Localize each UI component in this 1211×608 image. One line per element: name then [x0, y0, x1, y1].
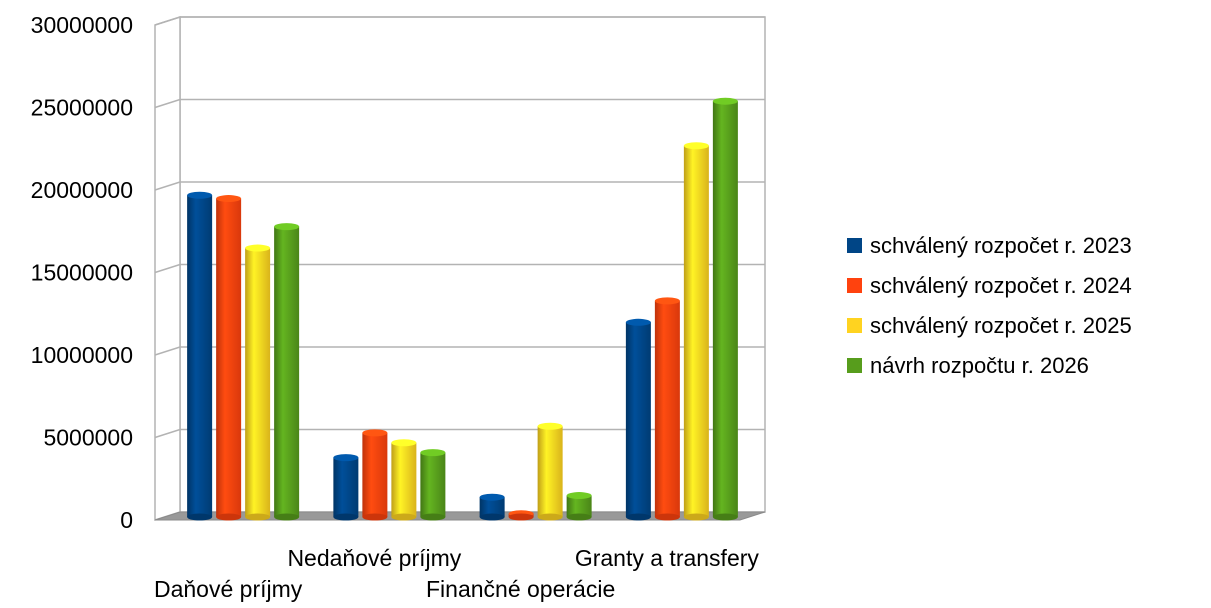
bar-base: [187, 513, 213, 521]
bar-body: [537, 426, 563, 517]
x-category-label: Nedaňové príjmy: [287, 545, 461, 571]
bar: [362, 429, 388, 521]
y-axis-ticks: 0 5000000 10000000 15000000 20000000 25000000…: [31, 12, 133, 533]
bar-base: [391, 513, 417, 521]
y-tick-label: 0: [120, 507, 133, 533]
y-tick-label: 30000000: [31, 12, 133, 38]
bar-top: [274, 223, 300, 231]
gridline-side: [154, 346, 181, 356]
bar: [508, 510, 534, 521]
bar: [712, 97, 738, 521]
bar-base: [274, 513, 300, 521]
bar-top: [654, 297, 680, 305]
x-category-label: Daňové príjmy: [154, 576, 303, 602]
legend-label: schválený rozpočet r. 2023: [870, 233, 1132, 258]
gridline-side: [154, 98, 181, 109]
y-tick-label: 5000000: [43, 425, 133, 451]
bar-top: [625, 318, 651, 326]
bar-body: [479, 497, 505, 517]
bar-base: [479, 513, 505, 521]
y-tick-label: 15000000: [31, 260, 133, 286]
bar-base: [333, 513, 359, 521]
bar-body: [333, 457, 359, 517]
y-tick-label: 20000000: [31, 177, 133, 203]
bar-top: [537, 422, 563, 430]
legend: schválený rozpočet r. 2023 schválený rozp…: [847, 233, 1132, 378]
bar-body: [654, 300, 680, 517]
bar-base: [216, 513, 242, 521]
bar-base: [683, 513, 709, 521]
bar-base: [508, 513, 534, 521]
bar-body: [683, 145, 709, 517]
legend-swatch: [847, 238, 862, 253]
bar-top: [420, 449, 446, 457]
bar-base: [654, 513, 680, 521]
y-tick-label: 10000000: [31, 342, 133, 368]
bar-top: [712, 97, 738, 105]
bar: [187, 191, 213, 521]
bar: [216, 195, 242, 521]
x-category-label: Granty a transfery: [575, 545, 760, 571]
bar: [391, 439, 417, 521]
bar-base: [712, 513, 738, 521]
legend-swatch: [847, 318, 862, 333]
x-category-label: Finančné operácie: [426, 576, 615, 602]
bar: [245, 244, 271, 521]
bar: [420, 449, 446, 521]
bar-top: [187, 191, 213, 199]
legend-label: návrh rozpočtu r. 2026: [870, 353, 1089, 378]
bar: [479, 493, 505, 521]
bars: [187, 97, 738, 521]
bar-body: [245, 248, 271, 518]
bar-top: [566, 492, 592, 500]
bar-body: [362, 432, 388, 517]
y-tick-label: 25000000: [31, 95, 133, 121]
legend-swatch: [847, 358, 862, 373]
bar-body: [566, 495, 592, 517]
gridline-side: [154, 428, 181, 439]
bar-base: [420, 513, 446, 521]
bar-body: [187, 195, 213, 517]
bar-body: [274, 226, 300, 517]
bar-base: [566, 513, 592, 521]
legend-label: schválený rozpočet r. 2024: [870, 273, 1132, 298]
bar-body: [420, 452, 446, 517]
bar-base: [537, 513, 563, 521]
bar-body: [391, 442, 417, 517]
bar-top: [391, 439, 417, 447]
bar-base: [362, 513, 388, 521]
bar-body: [712, 101, 738, 517]
legend-swatch: [847, 278, 862, 293]
bar-base: [625, 513, 651, 521]
gridline-side: [154, 263, 181, 274]
bar-top: [362, 429, 388, 437]
bar: [274, 223, 300, 521]
bar-body: [216, 198, 242, 518]
bar-top: [683, 142, 709, 150]
bar: [333, 454, 359, 521]
bar: [654, 297, 680, 521]
gridline-side: [154, 16, 181, 26]
bar-top: [245, 244, 271, 252]
x-axis-labels: Daňové príjmy Nedaňové príjmy Finančné ope…: [154, 545, 759, 602]
gridline-side: [154, 181, 181, 191]
bar: [625, 318, 651, 521]
bar: [683, 142, 709, 521]
bar-base: [245, 513, 271, 521]
bar: [566, 492, 592, 521]
legend-label: schválený rozpočet r. 2025: [870, 313, 1132, 338]
bar-top: [216, 195, 242, 203]
bar-body: [625, 322, 651, 517]
bar: [537, 422, 563, 521]
bar-top: [333, 454, 359, 462]
bar-top: [479, 493, 505, 501]
